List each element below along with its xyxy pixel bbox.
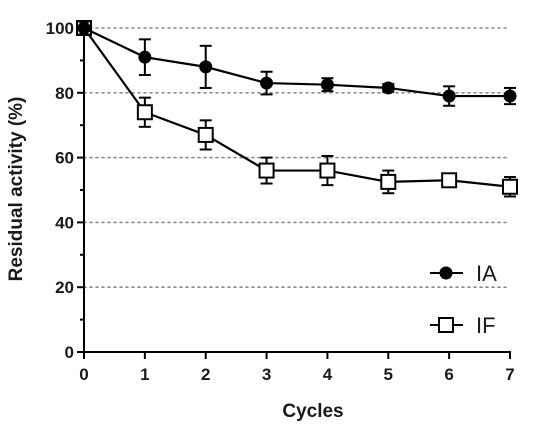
y-axis-title: Residual activity (%) [6,97,27,282]
legend-label-ia: IA [476,261,497,286]
x-tick-label-4: 4 [323,365,333,384]
y-tick-label-80: 80 [55,84,74,103]
x-tick-label-5: 5 [384,365,393,384]
x-tick-label-2: 2 [201,365,210,384]
x-tick-label-0: 0 [79,365,88,384]
series-if [76,20,518,198]
legend-item-if: IF [430,313,496,338]
point-ia-5 [381,81,395,95]
y-tick-label-20: 20 [55,278,74,297]
point-if-7 [502,178,518,195]
point-if-3 [258,162,275,179]
axes: 0 20 40 60 80 100 0 1 2 3 4 5 6 7 [46,19,515,384]
y-tick-label-60: 60 [55,149,74,168]
y-tick-label-40: 40 [55,213,74,232]
y-tick-label-100: 100 [46,19,74,38]
point-ia-1 [138,50,152,64]
point-if-2 [197,126,214,143]
series-ia [77,20,517,107]
x-tick-label-6: 6 [444,365,453,384]
legend-label-if: IF [476,313,496,338]
point-if-6 [441,172,458,189]
gridlines [83,27,511,289]
legend-item-ia: IA [430,261,497,286]
point-ia-6 [442,89,456,103]
point-if-1 [136,104,153,121]
legend: IA IF [430,261,497,338]
legend-marker-ia [439,266,453,280]
series-line-if [83,27,511,188]
legend-marker-if [438,317,454,333]
point-ia-3 [260,76,274,90]
point-ia-4 [320,78,334,92]
y-tick-label-0: 0 [65,343,74,362]
point-if-5 [380,173,397,190]
x-axis-title: Cycles [282,401,343,422]
point-ia-0 [77,21,91,35]
point-ia-2 [199,60,213,74]
point-if-4 [319,162,336,179]
x-tick-label-7: 7 [505,365,514,384]
series-line-ia [83,27,510,98]
x-tick-label-3: 3 [262,365,271,384]
series-layer [76,20,518,198]
x-tick-label-1: 1 [140,365,149,384]
point-ia-7 [503,89,517,103]
